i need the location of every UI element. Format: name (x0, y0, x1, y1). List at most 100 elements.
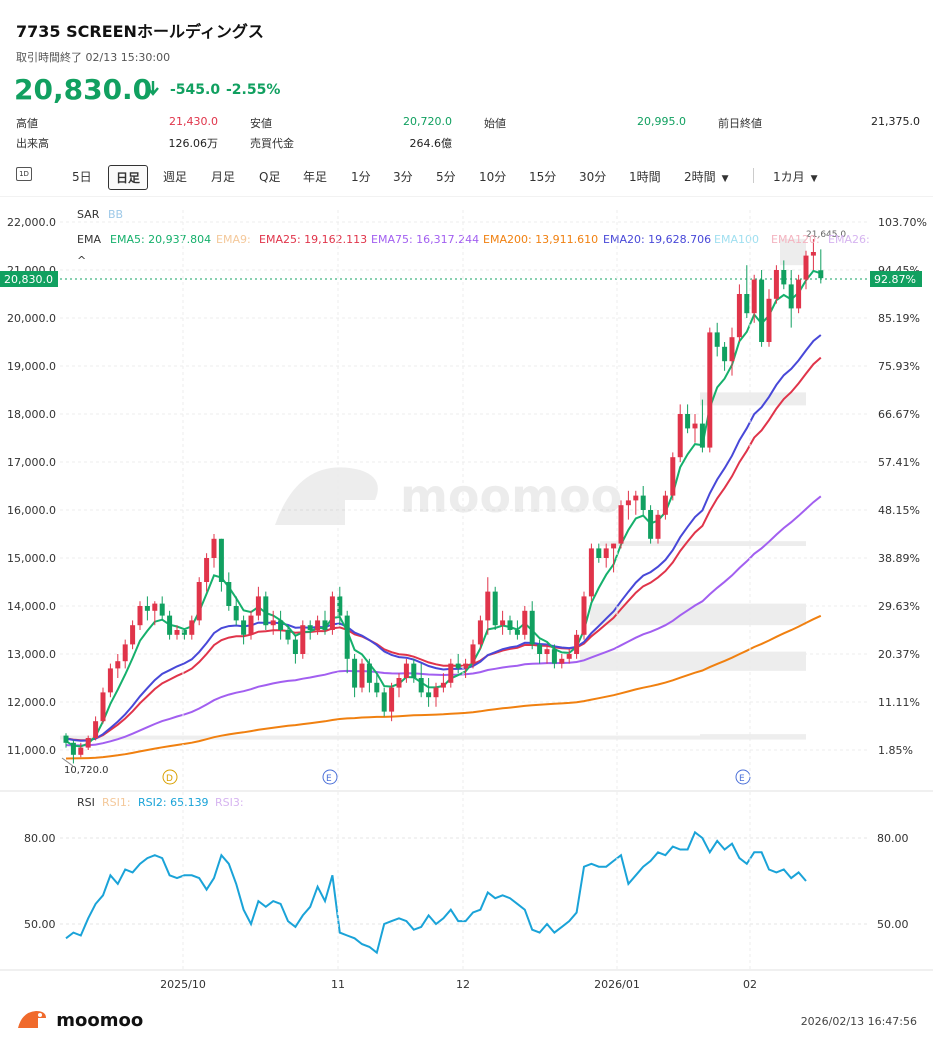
price-tick-label: 16,000.0 (7, 504, 56, 517)
ema100-value: EMA100 (714, 233, 759, 246)
volume-profile-zone (600, 541, 806, 546)
candle-body (744, 294, 750, 314)
candle-body (63, 735, 69, 743)
tab-5min[interactable]: 5分 (436, 170, 456, 184)
pct-tick-label: 75.93% (878, 360, 920, 373)
tab-monthly[interactable]: 月足 (211, 170, 236, 184)
rsi3-value: RSI3: (215, 796, 244, 809)
earnings-marker[interactable]: E (735, 769, 751, 785)
tab-5day[interactable]: 5日 (72, 170, 92, 184)
candle-body (477, 620, 483, 645)
tab-1hour[interactable]: 1時間 (629, 170, 661, 184)
chart-svg[interactable]: moomoo 22,000.021,000.020,000.019,000.01… (0, 196, 933, 996)
candle-body (596, 548, 602, 558)
candle-body (211, 538, 217, 558)
candle-body (115, 661, 121, 669)
candle-body (500, 620, 506, 626)
volume-profile-zone (780, 238, 806, 266)
sar-label[interactable]: SAR (77, 208, 100, 221)
ema-label[interactable]: EMA (77, 233, 101, 246)
price-tick-label: 14,000.0 (7, 600, 56, 613)
candle-body (278, 620, 284, 630)
candle-body (344, 615, 350, 659)
stat-turnover-value: 264.6億 (409, 137, 453, 150)
low-price-label: 10,720.0 (64, 765, 109, 776)
price-tick-label: 15,000.0 (7, 552, 56, 565)
date-tick-label: 11 (331, 978, 345, 991)
ema120-value: EMA120: (771, 233, 820, 246)
stat-volume-label: 出来高 (16, 137, 49, 150)
pct-tick-label: 20.37% (878, 648, 920, 661)
earnings-marker[interactable]: E (322, 769, 338, 785)
tab-1min[interactable]: 1分 (351, 170, 371, 184)
volume-profile-zone (700, 392, 806, 406)
candle-body (100, 692, 106, 722)
pct-tick-label: 1.85% (878, 744, 913, 757)
ema200-line (65, 614, 822, 760)
candle-body (270, 620, 276, 626)
tab-10min[interactable]: 10分 (479, 170, 507, 184)
stat-low-label: 安値 (250, 117, 272, 130)
footer-logo-text: moomoo (56, 1010, 144, 1031)
candle-body (181, 630, 187, 635)
tab-daily[interactable]: 日足 (108, 165, 149, 190)
candle-body (537, 644, 543, 654)
pct-tick-label: 29.63% (878, 600, 920, 613)
tab-weekly[interactable]: 週足 (163, 170, 188, 184)
stat-prev-close-label: 前日終値 (718, 117, 762, 130)
rsi-axis-right-50: 50.00 (877, 918, 909, 931)
tab-30min[interactable]: 30分 (579, 170, 607, 184)
candle-body (152, 603, 158, 611)
candle-body (337, 596, 343, 616)
candle-body (322, 620, 328, 630)
price-axis-left: 22,000.021,000.020,000.019,000.018,000.0… (7, 216, 56, 757)
candle-body (433, 687, 439, 698)
candle-body (292, 639, 298, 654)
candle-body (359, 663, 365, 688)
earnings-marker-label: E (326, 774, 332, 784)
tab-1month[interactable]: 1カ月 ▼ (766, 165, 825, 188)
candle-body (796, 279, 802, 309)
candle-body (810, 252, 816, 256)
candle-body (389, 687, 395, 712)
footer-timestamp: 2026/02/13 16:47:56 (800, 1015, 917, 1028)
down-arrow-icon (147, 81, 159, 96)
stat-prev-close-value: 21,375.0 (871, 115, 920, 128)
candle-body (574, 634, 580, 654)
tab-yearly[interactable]: 年足 (303, 170, 328, 184)
ema5-value: EMA5: 20,937.804 (110, 233, 211, 246)
interval-icon[interactable]: 1D (16, 167, 32, 181)
candle-body (300, 625, 306, 654)
tab-quarterly[interactable]: Q足 (259, 170, 281, 184)
candle-body (204, 558, 210, 582)
dividend-marker[interactable]: D (162, 769, 178, 785)
tab-2hour[interactable]: 2時間 ▼ (677, 165, 736, 188)
ema9-value: EMA9: (216, 233, 251, 246)
tab-3min[interactable]: 3分 (393, 170, 413, 184)
candle-body (255, 596, 261, 616)
stat-turnover-label: 売買代金 (250, 137, 294, 150)
candle-body (396, 678, 402, 688)
watermark-text: moomoo (400, 469, 622, 523)
volume-profile-zone (580, 651, 806, 671)
rsi-axis-left-50: 50.00 (24, 918, 56, 931)
price-tick-label: 19,000.0 (7, 360, 56, 373)
candle-body (544, 649, 550, 654)
collapse-indicators-icon[interactable]: ^ (77, 254, 86, 267)
ema25-value: EMA25: 19,162.113 (259, 233, 367, 246)
bb-label[interactable]: BB (108, 208, 123, 221)
pct-tick-label: 48.15% (878, 504, 920, 517)
dividend-marker-label: D (166, 774, 173, 784)
candle-body (381, 692, 387, 712)
candle-body (788, 284, 794, 309)
candle-body (440, 682, 446, 688)
pct-tick-label: 66.67% (878, 408, 920, 421)
rsi2-series (65, 830, 807, 955)
timeframe-tabs: 1D 5日 日足 週足 月足 Q足 年足 1分 3分 5分 10分 15分 30… (0, 163, 933, 190)
rsi-label[interactable]: RSI (77, 796, 95, 809)
stat-open-value: 20,995.0 (637, 115, 686, 128)
price-tick-label: 17,000.0 (7, 456, 56, 469)
tab-15min[interactable]: 15分 (529, 170, 557, 184)
candle-body (285, 630, 291, 640)
date-tick-label: 2025/10 (160, 978, 206, 991)
